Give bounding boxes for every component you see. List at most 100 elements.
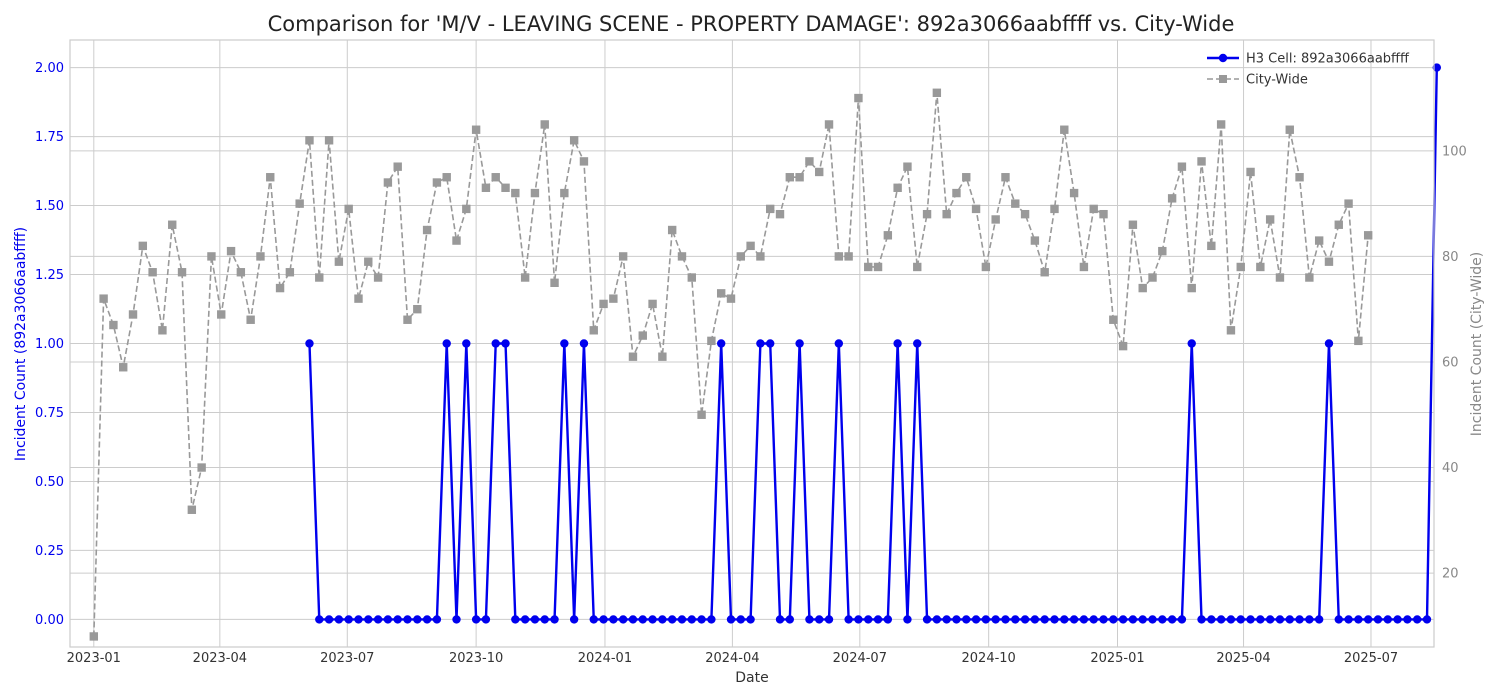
city-data-point — [824, 120, 834, 129]
y-right-tick-label: 100 — [1442, 144, 1467, 159]
chart-title: Comparison for 'M/V - LEAVING SCENE - PR… — [268, 12, 1235, 36]
city-data-point — [1187, 283, 1196, 293]
h3-data-point — [373, 615, 383, 624]
city-data-point — [1030, 236, 1040, 245]
h3-data-point — [775, 615, 785, 624]
city-data-point — [1050, 204, 1059, 214]
y-left-tick-label: 1.25 — [35, 268, 64, 283]
city-data-point — [177, 268, 187, 277]
y-axis-left-label: Incident Count (892a3066aabffff) — [13, 227, 29, 461]
city-data-point — [217, 310, 226, 319]
city-data-point — [815, 167, 824, 177]
city-data-point — [226, 246, 236, 256]
h3-data-point — [393, 615, 402, 624]
city-data-point — [109, 320, 118, 330]
h3-data-point — [1216, 615, 1226, 624]
city-data-point — [442, 173, 451, 182]
h3-data-point — [873, 615, 883, 624]
h3-data-point — [766, 339, 775, 348]
city-data-point — [932, 88, 942, 97]
x-tick-label: 2023-01 — [67, 651, 121, 666]
city-data-point — [138, 241, 148, 251]
city-data-point — [1265, 215, 1275, 224]
x-tick-label: 2024-07 — [833, 651, 887, 666]
city-data-point — [1216, 120, 1226, 129]
h3-data-point — [481, 615, 491, 624]
city-series-line — [93, 91, 1369, 637]
city-data-point — [1118, 341, 1128, 351]
city-data-point — [667, 225, 677, 235]
city-data-point — [550, 278, 559, 287]
city-data-point — [236, 268, 246, 277]
h3-data-point — [462, 339, 471, 348]
h3-data-point — [1069, 615, 1079, 624]
h3-data-point — [1030, 615, 1040, 624]
h3-data-point — [922, 615, 932, 624]
city-data-point — [609, 294, 618, 303]
h3-data-point — [1050, 615, 1059, 624]
city-data-point — [981, 262, 991, 272]
city-data-point — [1363, 231, 1373, 240]
h3-data-point — [452, 615, 461, 624]
x-tick-label: 2024-10 — [962, 651, 1016, 666]
h3-data-point — [1432, 63, 1442, 72]
h3-data-point — [1167, 615, 1177, 624]
h3-data-point — [520, 615, 530, 624]
h3-data-point — [1128, 615, 1138, 624]
h3-data-point — [383, 615, 393, 624]
city-data-point — [1344, 199, 1353, 208]
city-data-point — [579, 157, 589, 166]
series-layer — [89, 63, 1442, 641]
city-data-point — [520, 273, 530, 282]
city-data-point — [1158, 246, 1167, 256]
h3-data-point — [726, 615, 736, 624]
city-data-point — [1089, 204, 1098, 214]
city-data-point — [383, 178, 393, 187]
h3-data-point — [1363, 615, 1373, 624]
x-tick-label: 2025-01 — [1090, 651, 1144, 666]
city-data-point — [187, 505, 197, 514]
city-data-point — [962, 173, 971, 182]
h3-data-point — [962, 615, 971, 624]
h3-data-point — [501, 339, 510, 348]
h3-data-point — [1079, 615, 1089, 624]
city-data-point — [726, 294, 736, 303]
h3-data-point — [1148, 615, 1157, 624]
h3-data-point — [1275, 615, 1285, 624]
h3-data-point — [550, 615, 559, 624]
city-data-point — [1148, 273, 1157, 282]
h3-data-point — [403, 615, 412, 624]
h3-data-point — [540, 615, 549, 624]
h3-data-point — [883, 615, 893, 624]
h3-data-point — [579, 339, 589, 348]
city-data-point — [540, 120, 549, 129]
city-data-point — [1256, 262, 1265, 272]
city-data-point — [413, 304, 422, 314]
h3-data-point — [795, 339, 804, 348]
y-left-tick-label: 1.75 — [35, 130, 64, 145]
y-left-tick-label: 0.00 — [35, 613, 64, 628]
city-data-point — [736, 252, 745, 261]
h3-data-point — [697, 615, 706, 624]
h3-data-point — [364, 615, 373, 624]
city-data-point — [481, 183, 491, 192]
h3-data-point — [854, 615, 863, 624]
h3-data-point — [1412, 615, 1422, 624]
city-data-point — [1197, 157, 1206, 166]
y-right-tick-label: 60 — [1442, 355, 1459, 370]
h3-data-point — [952, 615, 961, 624]
x-tick-label: 2025-04 — [1216, 651, 1270, 666]
x-tick-label: 2023-07 — [320, 651, 374, 666]
legend-label: H3 Cell: 892a3066aabffff — [1246, 52, 1410, 67]
city-data-point — [1069, 188, 1079, 198]
city-data-point — [452, 236, 461, 245]
h3-data-point — [432, 615, 442, 624]
city-data-point — [471, 125, 481, 134]
city-data-point — [158, 326, 167, 335]
city-data-point — [913, 262, 922, 272]
city-data-point — [707, 336, 716, 346]
h3-data-point — [756, 339, 765, 348]
city-data-point — [864, 262, 873, 272]
city-data-point — [99, 294, 108, 303]
h3-data-point — [677, 615, 687, 624]
